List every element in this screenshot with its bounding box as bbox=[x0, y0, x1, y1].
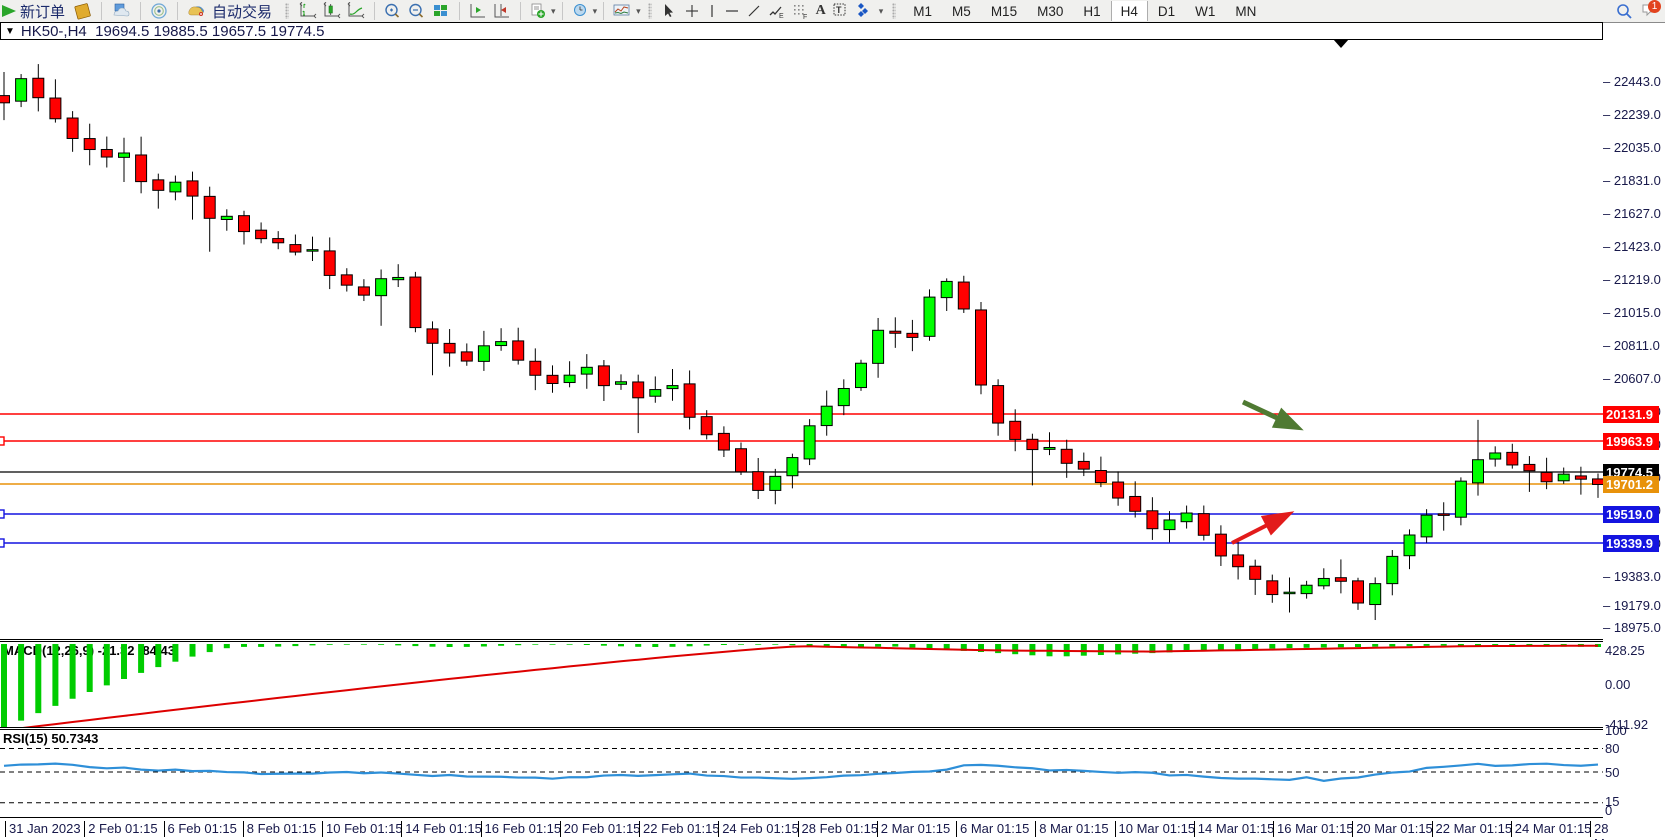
svg-text:T: T bbox=[836, 5, 842, 15]
svg-text:E: E bbox=[779, 13, 784, 20]
svg-text:F: F bbox=[803, 14, 807, 20]
